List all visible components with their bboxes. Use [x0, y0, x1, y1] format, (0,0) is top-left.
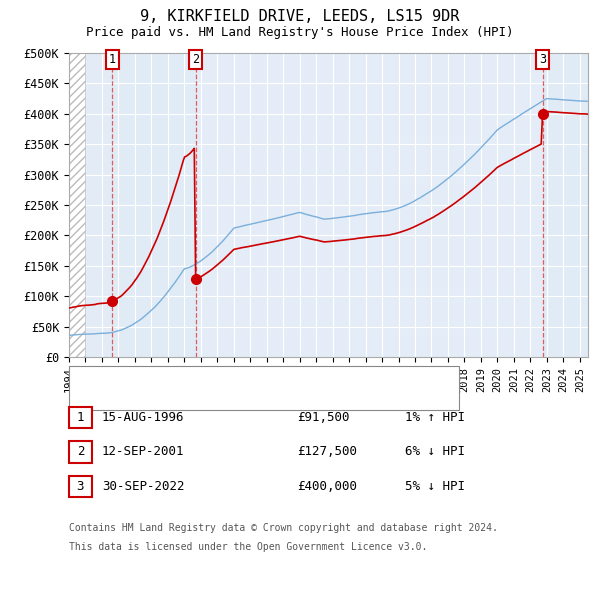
Text: 30-SEP-2022: 30-SEP-2022 [102, 480, 185, 493]
Bar [196, 53, 542, 357]
Text: 1% ↑ HPI: 1% ↑ HPI [405, 411, 465, 424]
Text: 6% ↓ HPI: 6% ↓ HPI [405, 445, 465, 458]
Text: ——: —— [75, 371, 92, 385]
Bar [69, 53, 85, 357]
Text: 3: 3 [77, 480, 84, 493]
Text: 12-SEP-2001: 12-SEP-2001 [102, 445, 185, 458]
Text: 1: 1 [109, 53, 116, 66]
Text: £91,500: £91,500 [297, 411, 349, 424]
Text: 2: 2 [77, 445, 84, 458]
Text: Contains HM Land Registry data © Crown copyright and database right 2024.: Contains HM Land Registry data © Crown c… [69, 523, 498, 533]
Text: 2: 2 [193, 53, 199, 66]
Bar [542, 53, 588, 357]
Text: 5% ↓ HPI: 5% ↓ HPI [405, 480, 465, 493]
Text: £400,000: £400,000 [297, 480, 357, 493]
Text: 15-AUG-1996: 15-AUG-1996 [102, 411, 185, 424]
Bar [85, 53, 112, 357]
Text: ——: —— [75, 392, 92, 406]
Text: £127,500: £127,500 [297, 445, 357, 458]
Text: 9, KIRKFIELD DRIVE, LEEDS, LS15 9DR (detached house): 9, KIRKFIELD DRIVE, LEEDS, LS15 9DR (det… [96, 373, 434, 383]
Bar [112, 53, 196, 357]
Text: This data is licensed under the Open Government Licence v3.0.: This data is licensed under the Open Gov… [69, 542, 427, 552]
Text: 9, KIRKFIELD DRIVE, LEEDS, LS15 9DR: 9, KIRKFIELD DRIVE, LEEDS, LS15 9DR [140, 9, 460, 24]
Text: HPI: Average price, detached house, Leeds: HPI: Average price, detached house, Leed… [96, 394, 362, 404]
Text: 1: 1 [77, 411, 84, 424]
Text: 3: 3 [539, 53, 546, 66]
Text: Price paid vs. HM Land Registry's House Price Index (HPI): Price paid vs. HM Land Registry's House … [86, 26, 514, 39]
